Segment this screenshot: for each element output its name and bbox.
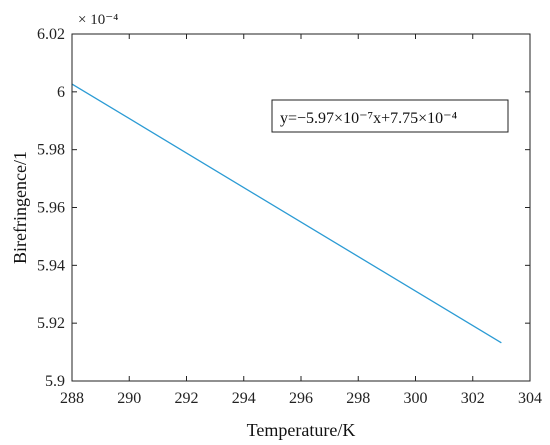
x-tick-label: 302 (461, 390, 485, 407)
series-line (71, 83, 502, 344)
ticks-layer: 288 290 292 294 296 298 300 302 304 5.9 5.92 5.94 5.… (37, 26, 542, 407)
x-axis-title: Temperature/K (247, 420, 356, 440)
equation-text: y=−5.97×10⁻⁷x+7.75×10⁻⁴ (280, 110, 458, 127)
y-tick-label: 6 (57, 84, 65, 101)
y-tick-label: 5.94 (37, 257, 65, 274)
x-tick-label: 294 (232, 390, 256, 407)
y-tick-label: 5.9 (45, 373, 65, 390)
x-tick-label: 298 (346, 390, 370, 407)
y-tick-label: 6.02 (37, 26, 65, 43)
x-tick-label: 296 (289, 390, 313, 407)
y-tick-label: 5.98 (37, 142, 65, 159)
x-tick-label: 304 (518, 390, 542, 407)
equation-annotation: y=−5.97×10⁻⁷x+7.75×10⁻⁴ (271, 99, 509, 133)
x-tick-label: 288 (60, 390, 84, 407)
x-tick-label: 292 (175, 390, 199, 407)
plot-area-frame (71, 33, 531, 382)
y-axis-exponent: × 10⁻⁴ (78, 12, 118, 28)
x-tick-label: 290 (117, 390, 141, 407)
equation-box (271, 99, 509, 133)
y-tick-label: 5.92 (37, 315, 65, 332)
y-axis-title: Birefringence/1 (10, 151, 30, 264)
series-layer (71, 83, 502, 344)
y-tick-label: 5.96 (37, 200, 65, 217)
x-tick-label: 300 (404, 390, 428, 407)
